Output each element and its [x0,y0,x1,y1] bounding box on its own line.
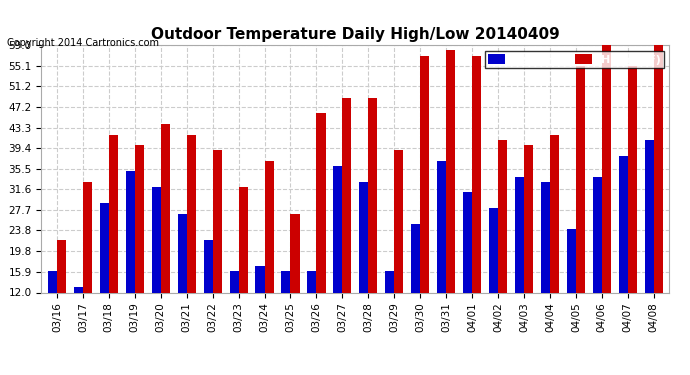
Bar [576,66,585,356]
Bar [653,45,663,356]
Bar [255,266,264,356]
Bar [446,50,455,356]
Bar [541,182,550,356]
Bar [126,171,135,356]
Bar [411,224,420,356]
Bar [515,177,524,356]
Bar [437,161,446,356]
Bar [177,213,187,356]
Bar [342,98,351,356]
Bar [628,66,637,356]
Bar [161,124,170,356]
Bar [385,272,394,356]
Bar [204,240,213,356]
Bar [368,98,377,356]
Bar [152,187,161,356]
Bar [230,272,239,356]
Bar [524,145,533,356]
Bar [290,213,299,356]
Bar [187,135,196,356]
Bar [566,229,576,356]
Bar [472,56,481,356]
Bar [239,187,248,356]
Bar [48,272,57,356]
Bar [74,287,83,356]
Bar [550,135,559,356]
Bar [282,272,290,356]
Bar [317,114,326,356]
Bar [602,45,611,356]
Bar [420,56,429,356]
Bar [264,161,274,356]
Legend: Low  (°F), High  (°F): Low (°F), High (°F) [484,51,664,68]
Bar [359,182,368,356]
Bar [307,272,317,356]
Bar [619,156,628,356]
Bar [83,182,92,356]
Bar [463,192,472,356]
Title: Outdoor Temperature Daily High/Low 20140409: Outdoor Temperature Daily High/Low 20140… [151,27,560,42]
Bar [489,208,498,356]
Bar [213,150,221,356]
Bar [644,140,653,356]
Bar [100,203,109,356]
Bar [135,145,144,356]
Bar [109,135,118,356]
Text: Copyright 2014 Cartronics.com: Copyright 2014 Cartronics.com [7,38,159,48]
Bar [498,140,507,356]
Bar [593,177,602,356]
Bar [394,150,404,356]
Bar [333,166,342,356]
Bar [57,240,66,356]
